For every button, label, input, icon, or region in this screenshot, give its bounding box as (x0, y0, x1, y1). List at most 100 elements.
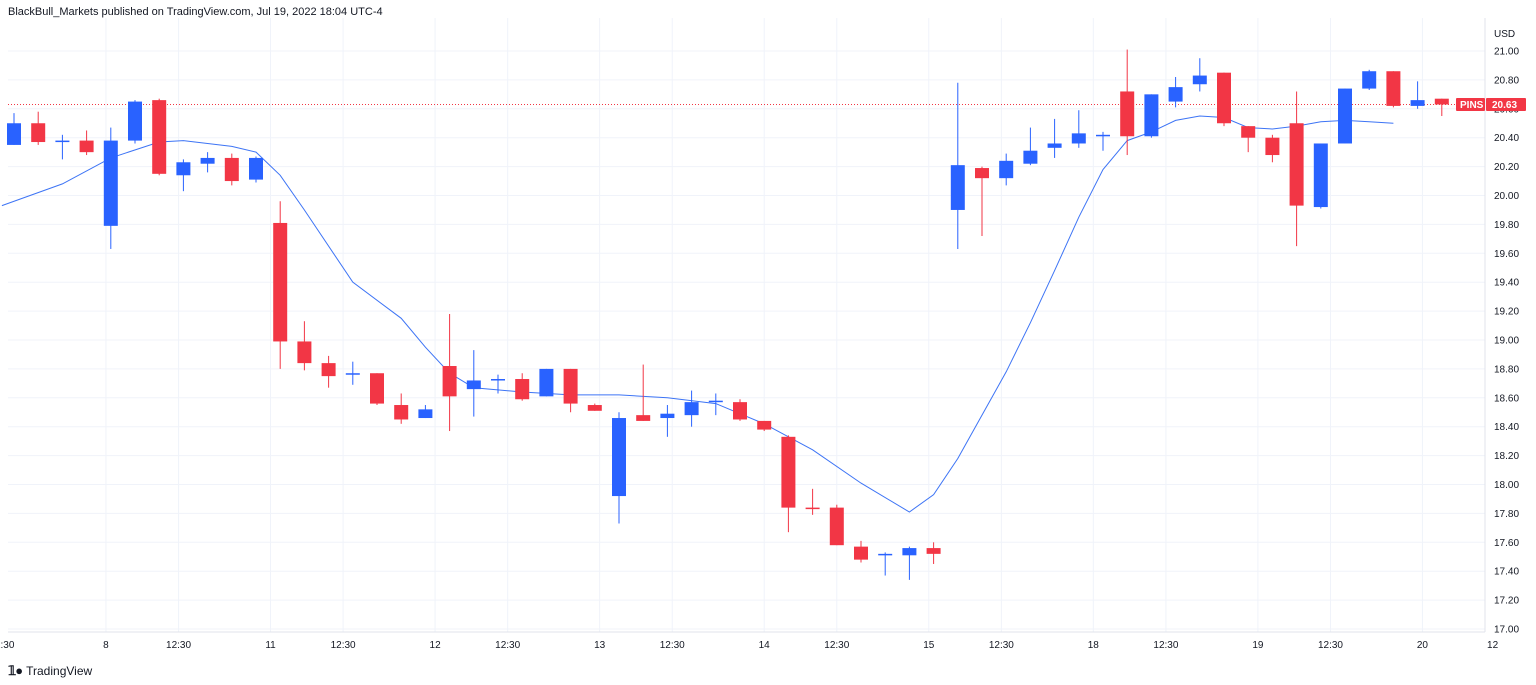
x-tick-label: 12:30 (1153, 640, 1178, 651)
candle-body (1071, 133, 1086, 144)
candle-body (297, 341, 312, 364)
candle-body (1023, 150, 1038, 164)
candle[interactable] (321, 355, 336, 388)
candle[interactable] (781, 435, 796, 533)
y-tick-label: 19.60 (1494, 249, 1519, 260)
candle-body (733, 402, 747, 420)
candle-body (249, 157, 263, 180)
candle[interactable] (466, 350, 481, 417)
candle-body (103, 140, 118, 226)
candle[interactable] (1313, 143, 1328, 209)
candle-body (1338, 88, 1352, 144)
candle[interactable] (1120, 49, 1135, 156)
candle[interactable] (1338, 88, 1352, 144)
candle[interactable] (587, 403, 602, 411)
candle[interactable] (7, 113, 21, 145)
candle-body (1096, 134, 1110, 137)
x-tick-label: 12:30 (660, 640, 685, 651)
candle[interactable] (636, 364, 651, 421)
candle[interactable] (829, 504, 844, 546)
candle[interactable] (491, 374, 505, 394)
candle[interactable] (128, 100, 142, 144)
y-tick-label: 21.00 (1494, 47, 1519, 58)
candle[interactable] (1217, 72, 1231, 127)
candle[interactable] (926, 542, 941, 564)
candle[interactable] (297, 321, 312, 371)
candle[interactable] (418, 405, 433, 419)
candle[interactable] (999, 153, 1014, 186)
candles[interactable] (7, 49, 1449, 580)
candle[interactable] (1386, 71, 1401, 108)
candle[interactable] (1434, 98, 1449, 117)
candle[interactable] (515, 373, 530, 401)
candle[interactable] (442, 313, 457, 432)
candle[interactable] (31, 111, 46, 145)
symbol-label: PINS (1460, 100, 1484, 111)
candle-body (176, 162, 191, 176)
candle[interactable] (249, 156, 263, 183)
candle-body (563, 368, 578, 404)
candle[interactable] (176, 159, 191, 192)
candle[interactable] (612, 412, 626, 524)
candle[interactable] (1192, 58, 1207, 92)
candle[interactable] (55, 134, 70, 160)
candle[interactable] (902, 546, 917, 580)
candle[interactable] (805, 488, 820, 515)
candle[interactable] (103, 127, 118, 249)
publish-header: BlackBull_Markets published on TradingVi… (8, 6, 383, 18)
candle[interactable] (345, 361, 360, 385)
y-tick-label: 20.20 (1494, 162, 1519, 173)
candle[interactable] (1362, 69, 1377, 91)
candle[interactable] (733, 399, 747, 421)
candle[interactable] (394, 393, 409, 424)
candle[interactable] (1096, 131, 1110, 151)
candle-body (55, 140, 70, 143)
candle[interactable] (708, 393, 723, 416)
candle-body (418, 409, 433, 419)
candle-body (491, 379, 505, 381)
candle-body (854, 546, 868, 560)
candle[interactable] (1071, 110, 1086, 148)
candle[interactable] (200, 152, 215, 173)
candle[interactable] (854, 540, 868, 563)
candle[interactable] (1289, 91, 1304, 247)
candle[interactable] (1410, 81, 1425, 109)
candle[interactable] (79, 130, 94, 156)
y-tick-label: 18.60 (1494, 393, 1519, 404)
candle[interactable] (539, 368, 554, 397)
candle[interactable] (975, 166, 989, 236)
candle-body (612, 418, 626, 497)
candle-body (7, 123, 21, 145)
tradingview-logo-icon: 𝟙● (8, 663, 23, 678)
x-tick-label: 12:30 (824, 640, 849, 651)
tradingview-brand[interactable]: 𝟙● TradingView (8, 663, 92, 679)
candle[interactable] (1144, 94, 1159, 138)
candle[interactable] (757, 420, 772, 432)
candle[interactable] (1168, 77, 1183, 108)
candle[interactable] (660, 405, 675, 437)
time-axis[interactable]: 12:30 8 12:30 11 12:30 12 12:30 13 12:30 14 12:30 1… (0, 640, 1499, 651)
price-axis[interactable]: USD 21.0020.8020.6020.4020.2020.0019.801… (1494, 29, 1519, 636)
candle[interactable] (878, 552, 893, 576)
candle[interactable] (950, 82, 965, 249)
candle[interactable] (684, 390, 699, 427)
candle-body (999, 160, 1014, 179)
candle[interactable] (370, 373, 384, 406)
x-tick-label: 20 (1417, 640, 1429, 651)
candle[interactable] (563, 368, 578, 413)
candle[interactable] (1265, 134, 1280, 163)
candle-body (975, 168, 989, 179)
candle[interactable] (273, 201, 288, 369)
candle[interactable] (1023, 127, 1038, 166)
candle[interactable] (1047, 118, 1062, 158)
x-tick-label: 12:30 (1318, 640, 1343, 651)
candle-body (1168, 87, 1183, 102)
last-price-tag: PINS 20.63 (1456, 97, 1526, 111)
candle-body (128, 101, 142, 141)
y-tick-label: 17.20 (1494, 596, 1519, 607)
candle[interactable] (1241, 126, 1256, 153)
candle[interactable] (224, 153, 239, 186)
candle-body (442, 366, 457, 397)
candle[interactable] (152, 98, 167, 176)
